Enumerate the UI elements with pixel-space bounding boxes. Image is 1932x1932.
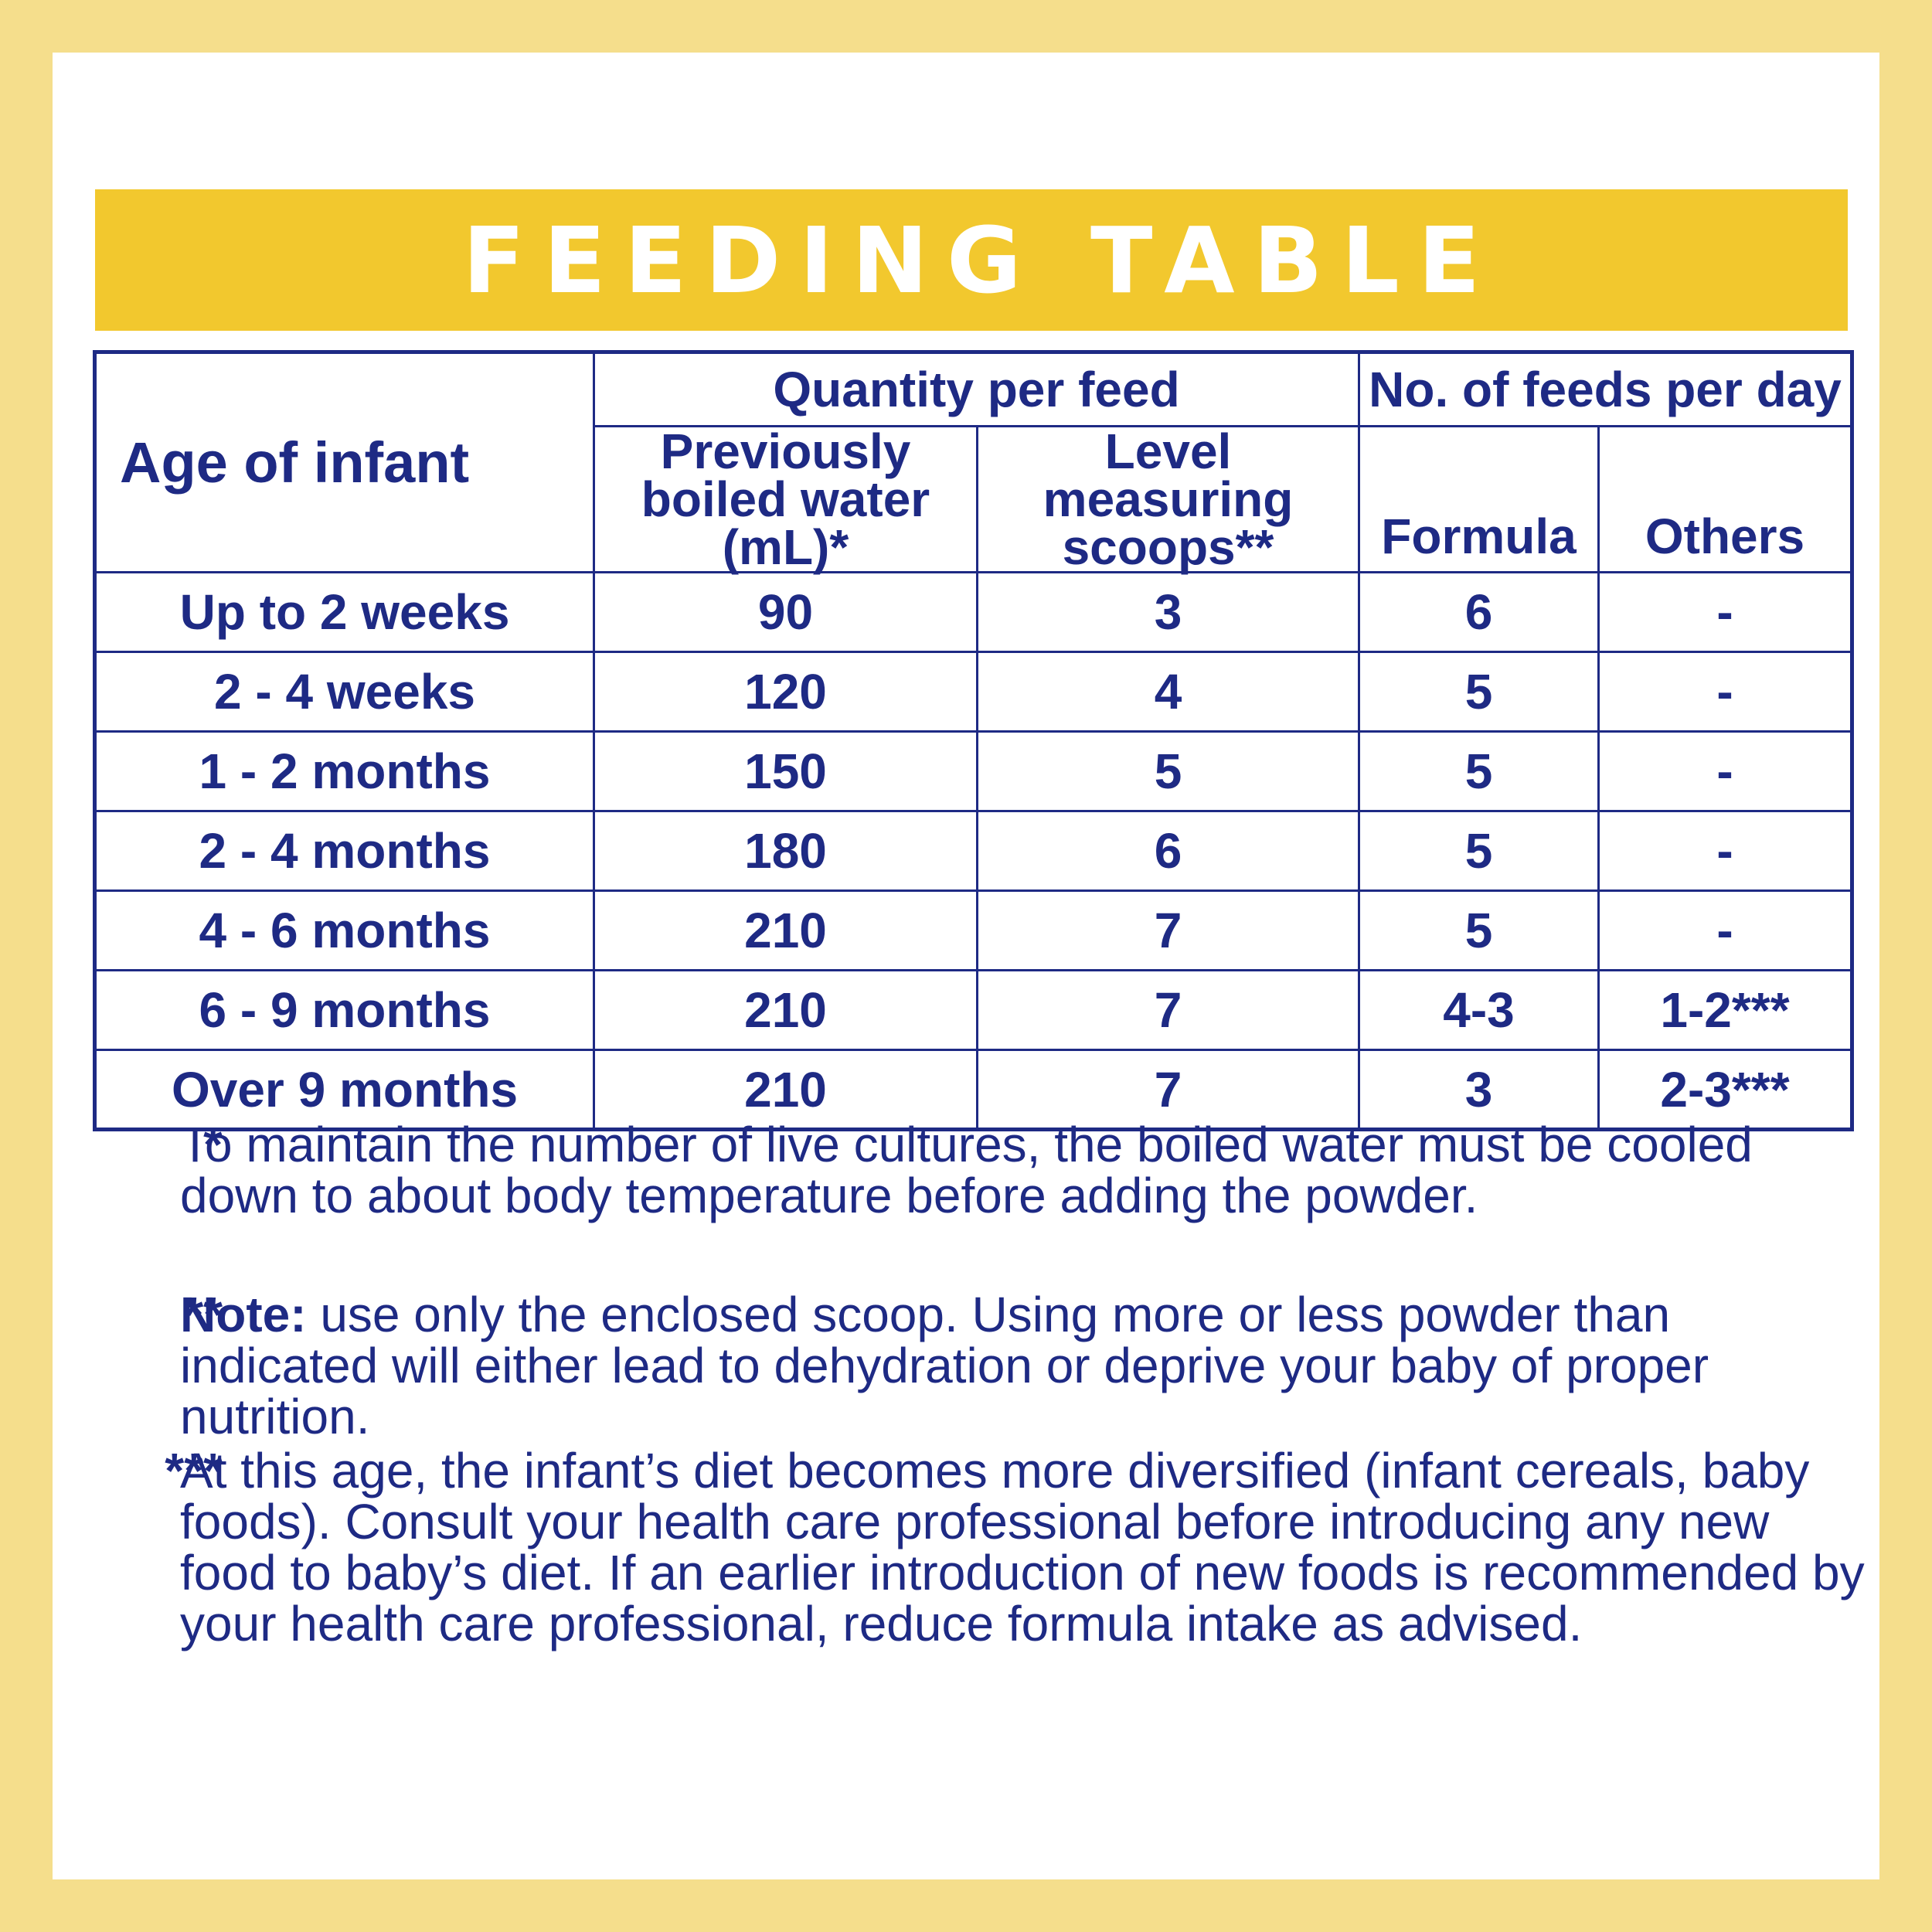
age-cell: 4 - 6 months [94, 889, 595, 971]
water-cell: 210 [593, 889, 978, 971]
table-row: Over 9 months 210 7 3 2-3*** [94, 1049, 1853, 1131]
table-row: Up to 2 weeks 90 3 6 - [94, 571, 1853, 653]
table-row: 1 - 2 months 150 5 5 - [94, 730, 1853, 812]
footnote-text: To maintain the number of live cultures,… [180, 1117, 1753, 1223]
others-cell: 1-2*** [1597, 969, 1853, 1051]
scoops-cell: 7 [976, 1049, 1360, 1131]
age-cell: 1 - 2 months [94, 730, 595, 812]
quantity-group-header: Quantity per feed [593, 351, 1360, 427]
footnote-2: Note: use only the enclosed scoop. Using… [180, 1289, 1842, 1442]
column-header-row: Previously boiled water (mL)* Level meas… [95, 425, 1853, 573]
group-header-row: Age of infant Quantity per feed No. of f… [94, 351, 1853, 573]
water-cell: 210 [593, 969, 978, 1051]
others-cell: - [1597, 571, 1853, 653]
footnote-lead: Note: [180, 1287, 307, 1342]
footnote-marker: ** [184, 1287, 223, 1342]
others-cell: - [1597, 730, 1853, 812]
others-column-header: Others [1597, 425, 1853, 573]
others-cell: - [1597, 651, 1853, 733]
formula-cell: 3 [1358, 1049, 1600, 1131]
formula-column-header: Formula [1358, 425, 1600, 573]
scoops-cell: 4 [976, 651, 1360, 733]
water-cell: 150 [593, 730, 978, 812]
page-title: FEEDING TABLE [462, 206, 1499, 314]
table-row: 6 - 9 months 210 7 4-3 1-2*** [94, 969, 1853, 1051]
scoops-cell: 7 [976, 969, 1360, 1051]
feeding-table-card: FEEDING TABLE Age of infant Quantity per… [53, 53, 1879, 1879]
age-column-header: Age of infant [94, 351, 595, 573]
age-cell: Up to 2 weeks [94, 571, 595, 653]
feeds-group-header: No. of feeds per day [1358, 351, 1853, 427]
scoops-cell: 6 [976, 810, 1360, 892]
title-banner: FEEDING TABLE [95, 189, 1848, 331]
formula-cell: 4-3 [1358, 969, 1600, 1051]
formula-cell: 6 [1358, 571, 1600, 653]
scoops-cell: 3 [976, 571, 1360, 653]
others-cell: 2-3*** [1597, 1049, 1853, 1131]
table-row: 2 - 4 weeks 120 4 5 - [94, 651, 1853, 733]
footnote-1: To maintain the number of live cultures,… [180, 1119, 1842, 1221]
table-row: 2 - 4 months 180 6 5 - [94, 810, 1853, 892]
formula-cell: 5 [1358, 810, 1600, 892]
scoops-cell: 5 [976, 730, 1360, 812]
scoops-cell: 7 [976, 889, 1360, 971]
formula-cell: 5 [1358, 730, 1600, 812]
water-cell: 180 [593, 810, 978, 892]
age-cell: Over 9 months [94, 1049, 595, 1131]
water-cell: 90 [593, 571, 978, 653]
formula-cell: 5 [1358, 889, 1600, 971]
footnote-text: At this age, the infant’s diet becomes m… [180, 1443, 1865, 1651]
others-cell: - [1597, 810, 1853, 892]
water-column-header: Previously boiled water (mL)* [593, 425, 978, 573]
table-row: 4 - 6 months 210 7 5 - [94, 889, 1853, 971]
formula-cell: 5 [1358, 651, 1600, 733]
others-cell: - [1597, 889, 1853, 971]
water-cell: 120 [593, 651, 978, 733]
water-cell: 210 [593, 1049, 978, 1131]
age-cell: 2 - 4 weeks [94, 651, 595, 733]
age-cell: 2 - 4 months [94, 810, 595, 892]
scoops-column-header: Level measuring scoops** [976, 425, 1360, 573]
footnote-text: use only the enclosed scoop. Using more … [180, 1287, 1709, 1444]
age-cell: 6 - 9 months [94, 969, 595, 1051]
footnote-marker: *** [165, 1443, 223, 1498]
footnote-marker: * [203, 1117, 223, 1172]
footnote-3: At this age, the infant’s diet becomes m… [180, 1445, 1865, 1649]
feeding-table: Age of infant Quantity per feed No. of f… [93, 350, 1854, 1131]
